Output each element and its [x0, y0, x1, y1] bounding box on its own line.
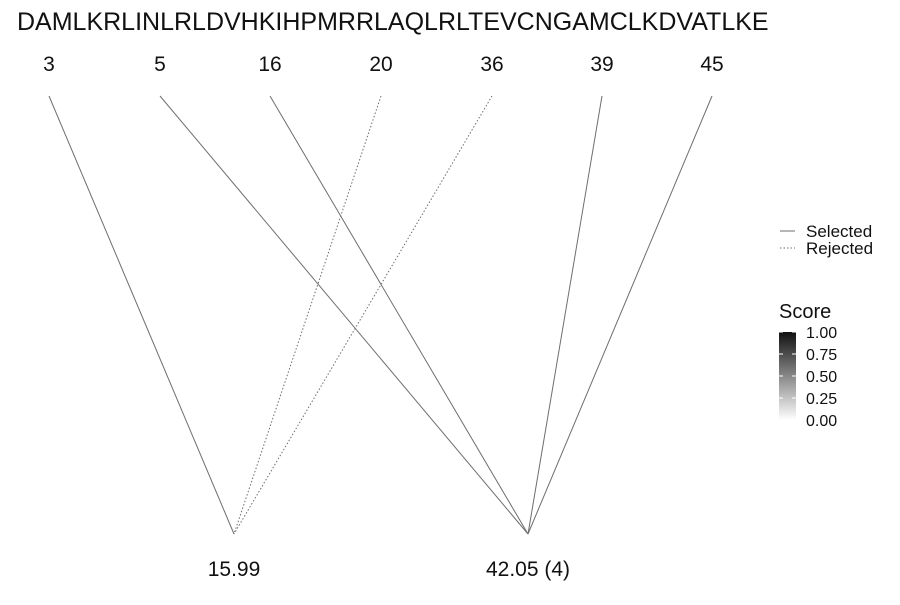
position-label: 36 — [480, 53, 503, 76]
position-label: 45 — [700, 53, 723, 76]
position-label: 16 — [258, 53, 281, 76]
position-label: 5 — [154, 53, 166, 76]
legend-selected-label: Selected — [806, 222, 872, 241]
position-label: 39 — [590, 53, 613, 76]
line-legend: Selected Rejected — [780, 222, 873, 258]
target-label: 15.99 — [208, 558, 261, 581]
selected-link — [159, 95, 529, 535]
score-colorbar: Score 1.00 0.75 0.50 0.25 0.00 — [779, 301, 837, 430]
links-layer — [48, 95, 713, 535]
selected-link — [269, 95, 529, 535]
rejected-link — [233, 95, 382, 535]
sequence-text: DAMLKRLINLRLDVHKIHPMRRLAQLRLTEVCNGAMCLKD… — [17, 8, 769, 36]
position-label: 3 — [43, 53, 55, 76]
score-tick-label: 0.25 — [806, 391, 837, 408]
legend-rejected-label: Rejected — [806, 239, 873, 258]
position-label: 20 — [369, 53, 392, 76]
rejected-link — [233, 95, 493, 535]
score-tick-label: 0.75 — [806, 347, 837, 364]
selected-link — [527, 95, 713, 535]
score-gradient-bar — [779, 332, 796, 420]
selected-link — [527, 95, 603, 535]
score-title: Score — [779, 301, 831, 323]
position-labels: 3 5 16 20 36 39 45 — [43, 53, 724, 76]
score-tick-label: 0.00 — [806, 413, 837, 430]
selected-link — [48, 95, 235, 535]
score-ticks: 1.00 0.75 0.50 0.25 0.00 — [779, 325, 837, 430]
score-tick-label: 1.00 — [806, 325, 837, 342]
target-label: 42.05 (4) — [486, 558, 570, 581]
score-tick-label: 0.50 — [806, 369, 837, 386]
target-labels: 15.99 42.05 (4) — [208, 558, 570, 581]
